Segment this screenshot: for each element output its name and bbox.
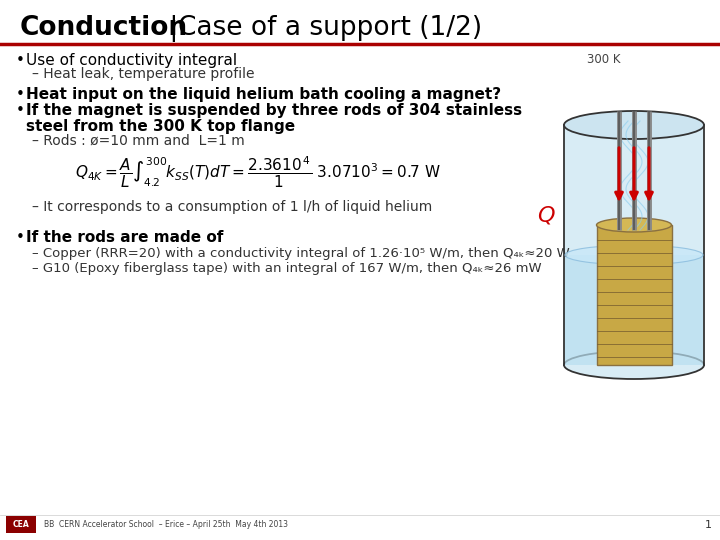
Text: CEA: CEA (13, 520, 30, 529)
Ellipse shape (564, 111, 704, 139)
Text: If the rods are made of: If the rods are made of (26, 230, 223, 245)
Text: $Q_{4K} = \dfrac{A}{L}\int_{4.2}^{300} k_{SS}(T)dT = \dfrac{2.3610^{\,4}}{1}\ 3.: $Q_{4K} = \dfrac{A}{L}\int_{4.2}^{300} k… (75, 155, 441, 191)
Text: BB  CERN Accelerator School  – Erice – April 25th  May 4th 2013: BB CERN Accelerator School – Erice – Apr… (44, 520, 288, 529)
Text: – Heat leak, temperature profile: – Heat leak, temperature profile (32, 67, 254, 81)
Text: Case of a support (1/2): Case of a support (1/2) (178, 15, 482, 41)
Ellipse shape (596, 218, 672, 232)
Text: Heat input on the liquid helium bath cooling a magnet?: Heat input on the liquid helium bath coo… (26, 87, 501, 102)
Text: •: • (16, 53, 25, 68)
FancyBboxPatch shape (6, 516, 36, 533)
Text: Conduction: Conduction (20, 15, 188, 41)
Text: – G10 (Epoxy fiberglass tape) with an integral of 167 W/m, then Q₄ₖ≈26 mW: – G10 (Epoxy fiberglass tape) with an in… (32, 262, 541, 275)
FancyBboxPatch shape (564, 125, 704, 365)
Text: •: • (16, 87, 25, 102)
Text: Use of conductivity integral: Use of conductivity integral (26, 53, 237, 68)
Text: $\mathbf{\mathit{Q}}$: $\mathbf{\mathit{Q}}$ (536, 204, 555, 226)
Text: steel from the 300 K top flange: steel from the 300 K top flange (26, 119, 295, 134)
Text: •: • (16, 103, 25, 118)
Text: If the magnet is suspended by three rods of 304 stainless: If the magnet is suspended by three rods… (26, 103, 522, 118)
Text: |: | (161, 15, 186, 42)
Text: •: • (16, 230, 25, 245)
Text: 1: 1 (705, 519, 712, 530)
FancyBboxPatch shape (596, 225, 672, 365)
Text: – Rods : ø=10 mm and  L=1 m: – Rods : ø=10 mm and L=1 m (32, 134, 245, 148)
Text: – It corresponds to a consumption of 1 l/h of liquid helium: – It corresponds to a consumption of 1 l… (32, 200, 432, 214)
Text: – Copper (RRR=20) with a conductivity integral of 1.26·10⁵ W/m, then Q₄ₖ≈20 W: – Copper (RRR=20) with a conductivity in… (32, 247, 570, 260)
Ellipse shape (564, 351, 704, 379)
Ellipse shape (565, 245, 703, 265)
Text: 300 K: 300 K (587, 53, 621, 66)
FancyBboxPatch shape (565, 255, 703, 365)
